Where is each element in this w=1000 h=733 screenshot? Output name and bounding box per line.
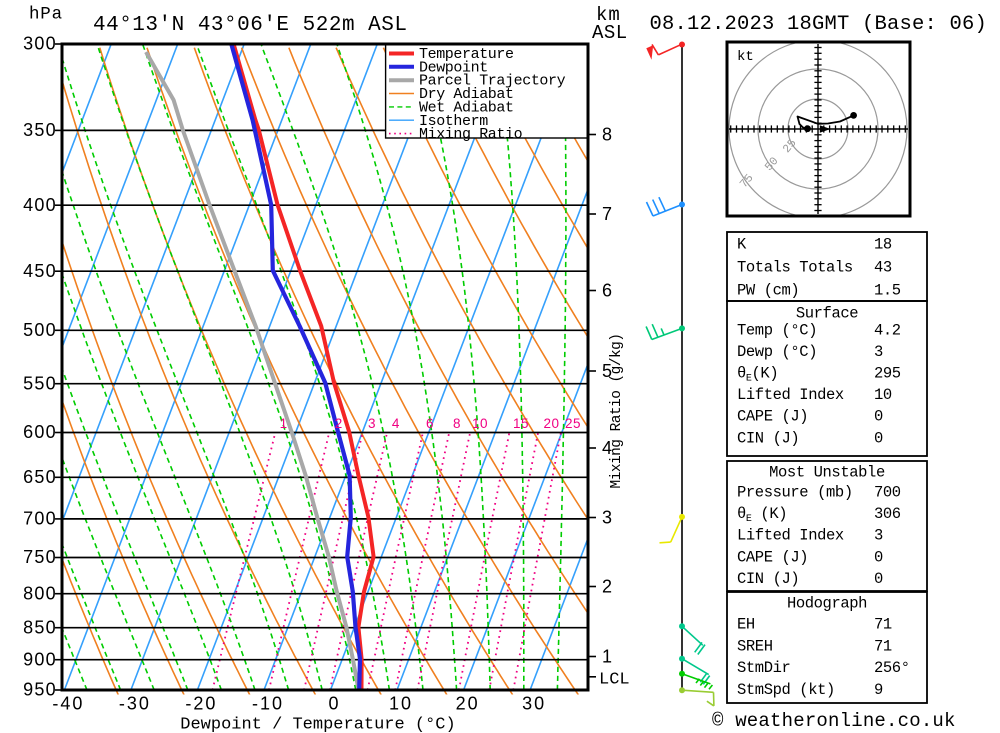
svg-text:850: 850 xyxy=(23,617,57,637)
svg-text:4: 4 xyxy=(392,416,400,431)
svg-text:Totals Totals: Totals Totals xyxy=(737,259,853,277)
svg-text:0: 0 xyxy=(874,408,883,426)
svg-text:700: 700 xyxy=(874,484,901,502)
svg-text:400: 400 xyxy=(23,195,57,215)
svg-text:10: 10 xyxy=(874,386,892,404)
svg-text:Lifted Index: Lifted Index xyxy=(737,386,844,404)
svg-text:8: 8 xyxy=(602,125,612,145)
svg-text:Dry Adiabat: Dry Adiabat xyxy=(419,86,514,103)
svg-text:0: 0 xyxy=(874,548,883,566)
svg-text:CIN (J): CIN (J) xyxy=(737,570,799,588)
svg-text:500: 500 xyxy=(23,320,57,340)
svg-text:Isotherm: Isotherm xyxy=(419,113,488,130)
svg-text:10: 10 xyxy=(472,416,488,431)
svg-text:© weatheronline.co.uk: © weatheronline.co.uk xyxy=(712,710,956,732)
svg-text:CIN (J): CIN (J) xyxy=(737,429,799,447)
svg-text:kt: kt xyxy=(737,49,754,65)
svg-text:Temperature: Temperature xyxy=(419,46,514,63)
svg-text:08.12.2023 18GMT (Base: 06): 08.12.2023 18GMT (Base: 06) xyxy=(650,13,988,36)
svg-text:Lifted Index: Lifted Index xyxy=(737,527,844,545)
svg-text:300: 300 xyxy=(23,34,57,54)
svg-text:Surface: Surface xyxy=(796,305,858,323)
svg-text:ASL: ASL xyxy=(592,22,628,44)
svg-text:CAPE (J): CAPE (J) xyxy=(737,548,808,566)
svg-text:StmSpd (kt): StmSpd (kt) xyxy=(737,681,835,699)
svg-text:20: 20 xyxy=(456,694,480,714)
svg-text:450: 450 xyxy=(23,261,57,281)
svg-text:θE(K): θE(K) xyxy=(737,365,778,385)
svg-text:7: 7 xyxy=(602,204,612,224)
svg-text:CAPE (J): CAPE (J) xyxy=(737,408,808,426)
svg-text:Most Unstable: Most Unstable xyxy=(769,463,885,481)
svg-text:4.2: 4.2 xyxy=(874,321,901,339)
svg-text:Parcel Trajectory: Parcel Trajectory xyxy=(419,73,566,90)
svg-text:1.5: 1.5 xyxy=(874,282,901,300)
svg-text:km: km xyxy=(596,4,621,26)
svg-text:44°13'N 43°06'E 522m ASL: 44°13'N 43°06'E 522m ASL xyxy=(93,14,407,37)
svg-text:Dewpoint / Temperature (°C): Dewpoint / Temperature (°C) xyxy=(180,716,455,733)
svg-text:4: 4 xyxy=(602,438,612,458)
svg-text:10: 10 xyxy=(389,694,413,714)
svg-text:750: 750 xyxy=(23,547,57,567)
svg-text:25: 25 xyxy=(565,416,581,431)
svg-text:9: 9 xyxy=(874,681,883,699)
svg-text:18: 18 xyxy=(874,236,892,254)
svg-text:Temp (°C): Temp (°C) xyxy=(737,321,817,339)
svg-text:EH: EH xyxy=(737,616,755,634)
svg-text:5: 5 xyxy=(602,361,612,381)
svg-text:295: 295 xyxy=(874,365,901,383)
svg-text:-10: -10 xyxy=(252,694,284,714)
svg-text:600: 600 xyxy=(23,422,57,442)
svg-text:-30: -30 xyxy=(119,694,151,714)
svg-text:71: 71 xyxy=(874,616,892,634)
svg-text:K: K xyxy=(737,236,747,254)
svg-text:SREH: SREH xyxy=(737,637,773,655)
svg-text:Dewp (°C): Dewp (°C) xyxy=(737,343,817,361)
svg-text:900: 900 xyxy=(23,649,57,669)
svg-text:550: 550 xyxy=(23,373,57,393)
svg-text:800: 800 xyxy=(23,583,57,603)
svg-text:StmDir: StmDir xyxy=(737,659,790,677)
svg-text:0: 0 xyxy=(328,694,340,714)
svg-text:0: 0 xyxy=(874,570,883,588)
svg-text:Wet Adiabat: Wet Adiabat xyxy=(419,99,514,116)
svg-text:-20: -20 xyxy=(185,694,217,714)
svg-text:306: 306 xyxy=(874,505,901,523)
svg-text:8: 8 xyxy=(453,416,461,431)
svg-text:θE (K): θE (K) xyxy=(737,505,787,525)
svg-text:950: 950 xyxy=(23,680,57,700)
svg-text:3: 3 xyxy=(602,508,612,528)
svg-text:2: 2 xyxy=(602,577,612,597)
svg-text:350: 350 xyxy=(23,120,57,140)
svg-text:-40: -40 xyxy=(52,694,84,714)
svg-text:Mixing Ratio (g/kg): Mixing Ratio (g/kg) xyxy=(609,334,625,489)
svg-text:3: 3 xyxy=(368,416,376,431)
svg-text:Mixing Ratio: Mixing Ratio xyxy=(419,126,523,143)
svg-text:0: 0 xyxy=(874,429,883,447)
svg-text:3: 3 xyxy=(874,527,883,545)
svg-text:700: 700 xyxy=(23,509,57,529)
svg-text:2: 2 xyxy=(335,416,343,431)
svg-text:PW (cm): PW (cm) xyxy=(737,282,799,300)
svg-text:20: 20 xyxy=(543,416,559,431)
svg-text:15: 15 xyxy=(513,416,529,431)
svg-text:3: 3 xyxy=(874,343,883,361)
svg-text:43: 43 xyxy=(874,259,892,277)
svg-text:1: 1 xyxy=(602,647,612,667)
svg-text:6: 6 xyxy=(426,416,434,431)
svg-text:6: 6 xyxy=(602,281,612,301)
svg-text:1: 1 xyxy=(280,416,288,431)
svg-text:30: 30 xyxy=(522,694,546,714)
svg-text:Pressure (mb): Pressure (mb) xyxy=(737,484,853,502)
svg-text:hPa: hPa xyxy=(29,5,63,25)
svg-text:256°: 256° xyxy=(874,659,910,677)
svg-text:71: 71 xyxy=(874,637,892,655)
svg-text:Hodograph: Hodograph xyxy=(787,595,867,613)
svg-text:650: 650 xyxy=(23,467,57,487)
svg-text:Dewpoint: Dewpoint xyxy=(419,59,488,76)
svg-text:LCL: LCL xyxy=(599,671,630,690)
